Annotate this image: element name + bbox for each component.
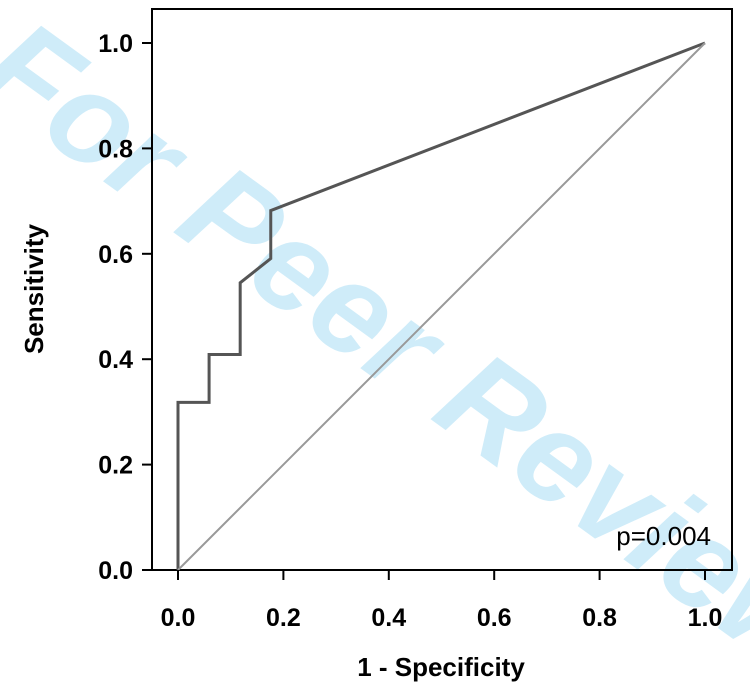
x-axis-title: 1 - Specificity bbox=[357, 652, 525, 682]
reference-diagonal bbox=[177, 42, 706, 571]
series-layer bbox=[176, 41, 706, 571]
y-tick-label: 1.0 bbox=[98, 30, 133, 58]
y-tick-label: 0.2 bbox=[98, 452, 133, 480]
y-axis: 0.0 0.2 0.4 0.6 0.8 1.0 bbox=[98, 30, 152, 585]
x-tick-label: 0.6 bbox=[477, 604, 512, 632]
y-axis-title: Sensitivity bbox=[19, 223, 49, 354]
roc-curve bbox=[176, 41, 706, 570]
y-tick-label: 0.8 bbox=[98, 135, 133, 163]
y-tick-label: 0.6 bbox=[98, 241, 133, 269]
x-tick-label: 0.4 bbox=[371, 604, 406, 632]
plot-frame bbox=[151, 8, 733, 571]
x-tick-label: 0.2 bbox=[266, 604, 301, 632]
x-tick-label: 1.0 bbox=[688, 604, 723, 632]
x-axis: 0.0 0.2 0.4 0.6 0.8 1.0 bbox=[161, 570, 723, 632]
y-tick-label: 0.4 bbox=[98, 346, 133, 374]
x-tick-label: 0.0 bbox=[161, 604, 196, 632]
p-value-annotation: p=0.004 bbox=[616, 521, 711, 551]
y-tick-label: 0.0 bbox=[98, 557, 133, 585]
x-tick-label: 0.8 bbox=[582, 604, 617, 632]
